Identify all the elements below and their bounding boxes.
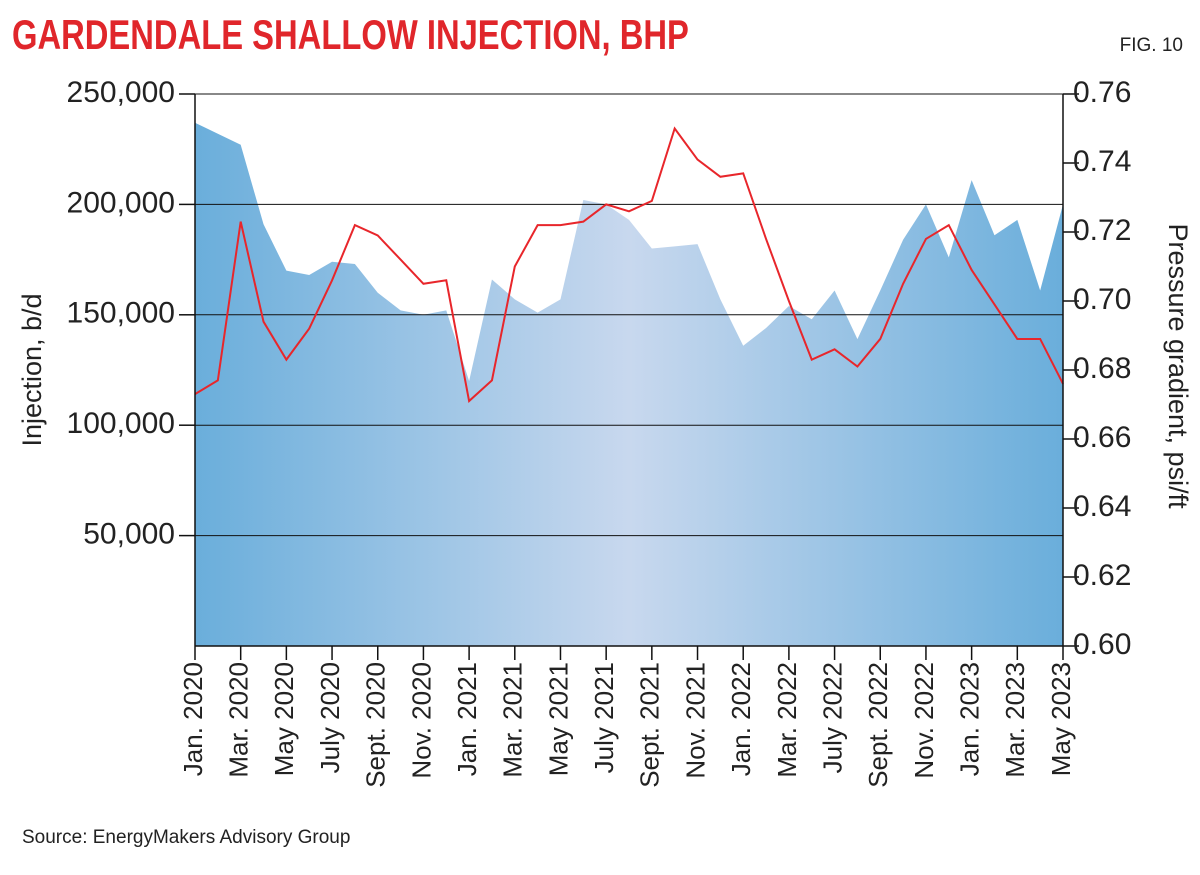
figure-label: FIG. 10 xyxy=(1120,35,1183,56)
x-tick-label: Jan. 2023 xyxy=(955,662,985,776)
x-tick-label: May 2021 xyxy=(543,662,573,776)
x-tick-label: July 2020 xyxy=(315,662,345,773)
y2-tick-label: 0.64 xyxy=(1073,490,1131,523)
x-tick-label: Mar. 2021 xyxy=(498,662,528,778)
pressure-line xyxy=(194,126,1064,403)
x-tick-label: Nov. 2021 xyxy=(680,662,710,779)
x-tick-label: Jan. 2020 xyxy=(178,662,208,776)
y-tick-label: 250,000 xyxy=(67,76,175,109)
chart-title: GARDENDALE SHALLOW INJECTION, BHP xyxy=(12,11,689,58)
y2-axis-label: Pressure gradient, psi/ft xyxy=(1163,223,1193,509)
x-tick-label: Jan. 2021 xyxy=(452,662,482,776)
x-tick-label: July 2022 xyxy=(817,662,847,773)
source-note: Source: EnergyMakers Advisory Group xyxy=(22,827,350,848)
x-tick-label: Nov. 2020 xyxy=(406,662,436,779)
x-tick-label: Mar. 2020 xyxy=(224,662,254,778)
y-axis-label: Injection, b/d xyxy=(17,293,47,446)
y2-tick-label: 0.68 xyxy=(1073,352,1131,385)
x-tick-label: May 2023 xyxy=(1046,662,1076,776)
x-tick-label: Nov. 2022 xyxy=(909,662,939,779)
y-tick-label: 200,000 xyxy=(67,186,175,219)
injection-area xyxy=(195,122,1063,647)
y2-tick-label: 0.70 xyxy=(1073,283,1131,316)
y-tick-label: 150,000 xyxy=(67,297,175,330)
y2-tick-label: 0.66 xyxy=(1073,421,1131,454)
y2-tick-label: 0.76 xyxy=(1073,76,1131,109)
y2-tick-label: 0.60 xyxy=(1073,628,1131,661)
x-tick-label: Sept. 2022 xyxy=(863,662,893,788)
x-tick-label: Mar. 2023 xyxy=(1000,662,1030,778)
x-tick-label: Sept. 2021 xyxy=(635,662,665,788)
x-tick-label: Mar. 2022 xyxy=(772,662,802,778)
y-tick-label: 100,000 xyxy=(67,407,175,440)
y2-tick-label: 0.72 xyxy=(1073,214,1131,247)
x-tick-label: July 2021 xyxy=(589,662,619,773)
x-tick-label: Jan. 2022 xyxy=(726,662,756,776)
y2-tick-label: 0.74 xyxy=(1073,145,1131,178)
y2-tick-label: 0.62 xyxy=(1073,559,1131,592)
y-tick-label: 50,000 xyxy=(83,518,175,551)
x-tick-label: May 2020 xyxy=(269,662,299,776)
x-tick-label: Sept. 2020 xyxy=(361,662,391,788)
